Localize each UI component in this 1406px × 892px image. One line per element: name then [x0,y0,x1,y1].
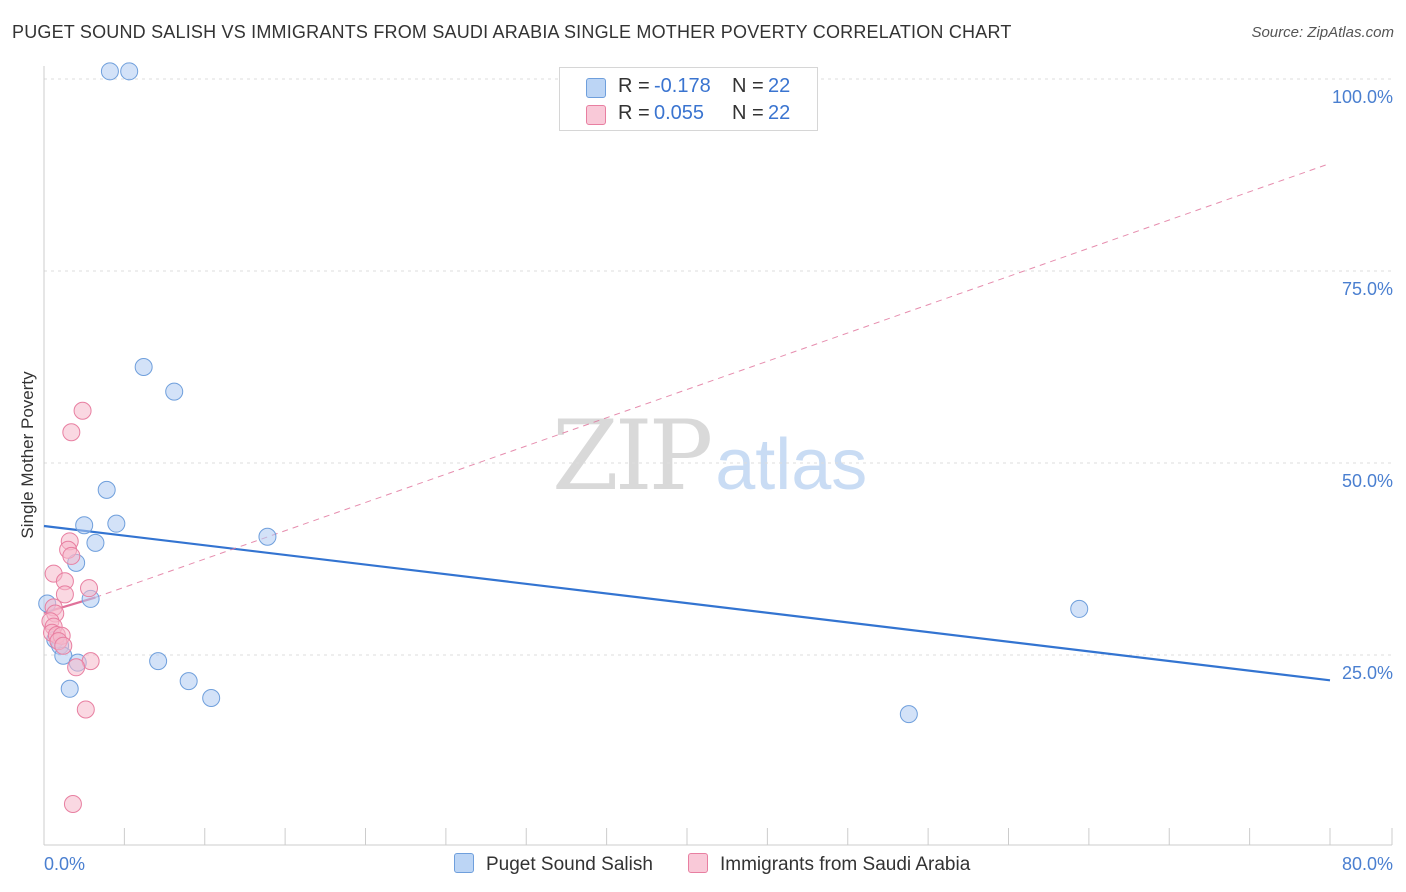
n-label: N = [732,102,764,124]
x-tick-label-min: 0.0% [44,854,85,874]
point-puget-sound-salish [899,705,918,724]
axes [43,66,1393,846]
x-tick-label-max: 80.0% [1342,854,1393,874]
legend-swatch-pink [688,853,708,873]
gridlines [44,78,1392,656]
point-saudi-arabia [67,658,86,677]
legend-label-salish: Puget Sound Salish [486,854,653,875]
trend-lines [43,163,1331,682]
n-value: 22 [768,102,791,124]
r-value: 0.055 [654,102,705,124]
point-puget-sound-salish [107,514,126,533]
legend-swatch-pink [586,105,606,125]
y-tick-label: 25.0% [1342,663,1393,683]
chart-title: PUGET SOUND SALISH VS IMMIGRANTS FROM SA… [12,22,1012,42]
point-puget-sound-salish [86,533,105,552]
source-credit: Source: ZipAtlas.com [1251,24,1394,41]
point-saudi-arabia [54,636,73,655]
bottom-legend-item-salish[interactable]: Puget Sound Salish [454,853,653,876]
point-puget-sound-salish [60,679,79,698]
point-puget-sound-salish [165,382,184,401]
y-tick-label: 75.0% [1342,279,1393,299]
point-saudi-arabia [76,700,95,719]
legend-swatch-blue [586,78,606,98]
r-label: R = [618,75,650,97]
point-puget-sound-salish [100,62,119,81]
r-label: R = [618,102,650,124]
bottom-legend-item-saudi[interactable]: Immigrants from Saudi Arabia [688,853,970,876]
point-saudi-arabia [62,546,81,565]
point-puget-sound-salish [75,516,94,535]
point-puget-sound-salish [97,480,116,499]
point-puget-sound-salish [134,358,153,376]
n-label: N = [732,75,764,97]
trend-line-saudi-extrapolated [95,163,1331,598]
tick-labels: 25.0% 50.0% 75.0% 100.0% 0.0% 80.0% [44,87,1393,874]
legend-label-saudi: Immigrants from Saudi Arabia [720,854,971,875]
point-saudi-arabia [62,423,81,442]
point-puget-sound-salish [258,527,277,546]
point-puget-sound-salish [1070,599,1089,618]
point-puget-sound-salish [202,689,221,708]
point-puget-sound-salish [120,62,139,81]
data-points [38,62,1089,813]
n-value: 22 [768,75,791,97]
point-puget-sound-salish [149,652,168,671]
point-saudi-arabia [55,585,74,604]
point-saudi-arabia [80,579,99,598]
point-saudi-arabia [63,794,82,813]
y-tick-label: 50.0% [1342,471,1393,491]
correlation-legend: R = -0.178 N = 22 R = 0.055 N = 22 [559,67,818,131]
r-value: -0.178 [654,75,711,97]
point-saudi-arabia [73,401,92,420]
point-puget-sound-salish [179,672,198,691]
legend-swatch-blue [454,853,474,873]
y-tick-label: 100.0% [1332,87,1393,107]
trend-line-puget-sound-salish [43,524,1331,682]
